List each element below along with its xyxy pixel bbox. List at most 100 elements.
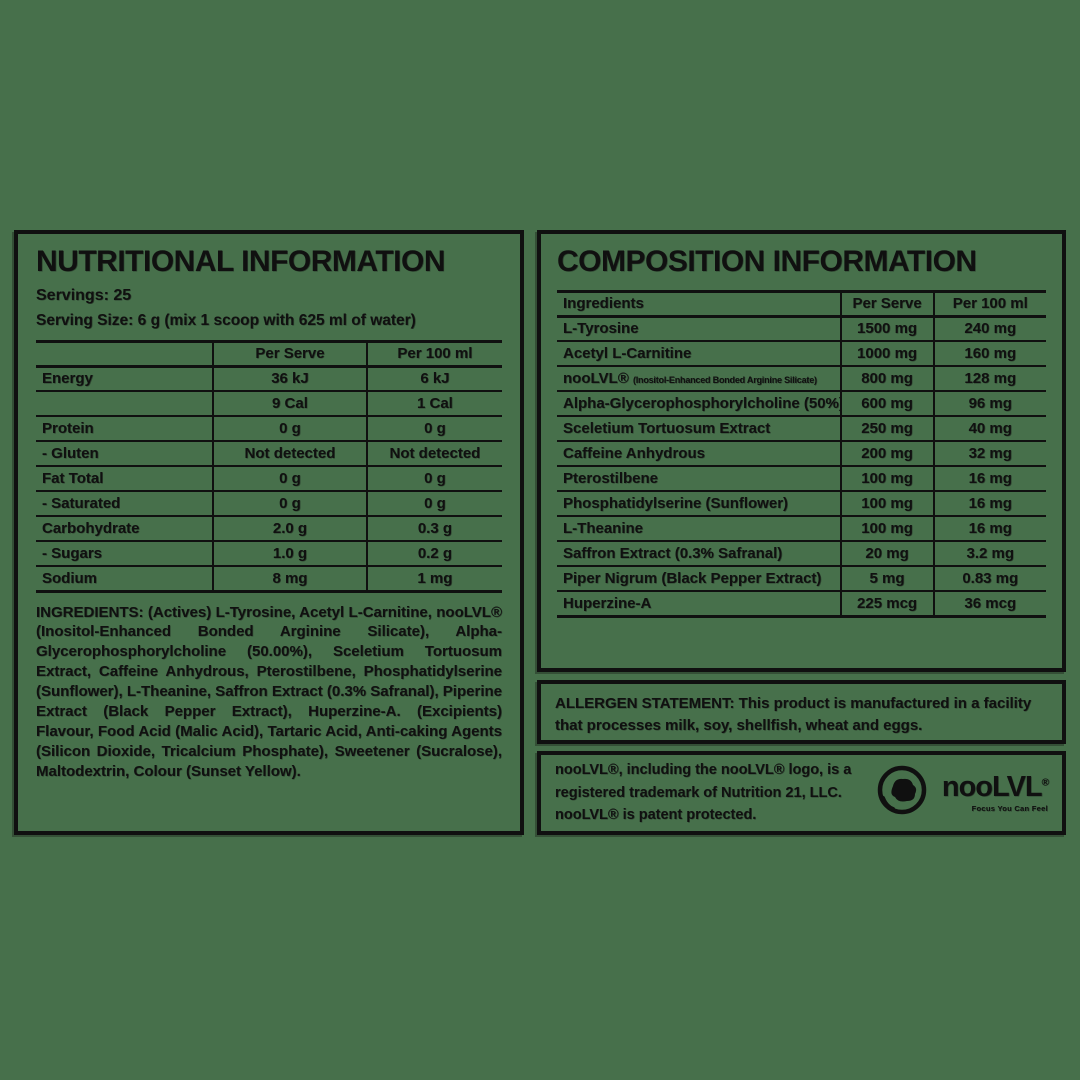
nutrient-per-serve: 2.0 g: [212, 515, 367, 541]
ingredient-per-serve: 200 mg: [839, 440, 934, 466]
nutrient-per-100ml: 0 g: [365, 490, 502, 516]
servings-line: Servings: 25: [36, 286, 132, 304]
noolvl-logo-icon: [873, 762, 935, 825]
ingredient-name-note: (Inositol-Enhanced Bonded Arginine Silic…: [632, 375, 817, 385]
nutrient-label: Energy: [42, 370, 93, 388]
ingredient-per-100ml: 96 mg: [932, 390, 1046, 416]
nutrition-information-panel: NUTRITIONAL INFORMATION Servings: 25 Ser…: [14, 230, 524, 835]
composition-information-panel: COMPOSITION INFORMATION Ingredients Per …: [537, 230, 1066, 672]
nutrient-per-serve: 36 kJ: [212, 366, 367, 391]
table-row: L-Theanine 100 mg 16 mg: [557, 515, 1046, 541]
ingredient-per-100ml: 0.83 mg: [932, 565, 1046, 591]
ingredient-per-serve: 800 mg: [839, 365, 934, 391]
ingredients-text: (Actives) L-Tyrosine, Acetyl L-Carnitine…: [36, 603, 502, 781]
nutrient-per-serve: 0 g: [212, 465, 367, 491]
ingredient-per-serve: 5 mg: [839, 565, 934, 591]
registered-mark: ®: [1041, 777, 1049, 789]
ingredient-per-serve: 100 mg: [839, 490, 934, 516]
table-row: 9 Cal 1 Cal: [36, 390, 502, 416]
ingredient-per-100ml: 160 mg: [932, 340, 1046, 366]
ingredient-per-100ml: 36 mcg: [932, 590, 1046, 616]
ingredient-name: Sceletium Tortuosum Extract: [557, 415, 841, 441]
nutrient-label: - Sugars: [36, 540, 214, 566]
nutrition-table-header-row: Per Serve Per 100 ml: [36, 341, 502, 368]
ingredient-per-100ml: 40 mg: [932, 415, 1046, 441]
ingredient-name: Caffeine Anhydrous: [557, 440, 841, 466]
ingredient-name: Phosphatidylserine (Sunflower): [557, 490, 841, 516]
ingredient-name: L-Tyrosine: [563, 320, 639, 338]
table-row: L-Tyrosine 1500 mg 240 mg: [557, 316, 1046, 341]
table-row: Huperzine-A 225 mcg 36 mcg: [557, 590, 1046, 616]
ingredient-per-serve: 225 mcg: [839, 590, 934, 616]
ingredient-per-100ml: 32 mg: [932, 440, 1046, 466]
nutrient-per-100ml: 1 mg: [365, 565, 502, 591]
ingredient-name: Saffron Extract (0.3% Safranal): [557, 540, 841, 566]
ingredient-per-100ml: 16 mg: [932, 465, 1046, 491]
table-row: - Sugars 1.0 g 0.2 g: [36, 540, 502, 566]
ingredient-name: Acetyl L-Carnitine: [557, 340, 841, 366]
table-row: Pterostilbene 100 mg 16 mg: [557, 465, 1046, 491]
table-row: Piper Nigrum (Black Pepper Extract) 5 mg…: [557, 565, 1046, 591]
ingredient-per-100ml: 16 mg: [932, 490, 1046, 516]
ingredient-name: L-Theanine: [557, 515, 841, 541]
nutrient-per-serve: 9 Cal: [212, 390, 367, 416]
table-row: Acetyl L-Carnitine 1000 mg 160 mg: [557, 340, 1046, 366]
noolvl-tagline: Focus You Can Feel: [971, 804, 1048, 813]
composition-col-per-serve: Per Serve: [839, 291, 934, 318]
ingredient-name: Huperzine-A: [557, 590, 841, 616]
composition-panel-title: COMPOSITION INFORMATION: [557, 245, 977, 278]
noolvl-logo: nooLVL® Focus You Can Feel: [873, 762, 1049, 825]
nutrient-per-serve: 0 g: [212, 415, 367, 441]
table-row: - Gluten Not detected Not detected: [36, 440, 502, 466]
nutrient-label: - Gluten: [36, 440, 214, 466]
ingredients-paragraph: INGREDIENTS: (Actives) L-Tyrosine, Acety…: [36, 603, 502, 782]
ingredient-name-main: nooLVL®: [563, 370, 629, 387]
nutrient-per-serve: Not detected: [212, 440, 367, 466]
ingredient-per-serve: 1500 mg: [839, 316, 934, 341]
nutrient-per-100ml: 0 g: [365, 415, 502, 441]
nutrition-table: Per Serve Per 100 ml Energy 36 kJ 6 kJ 9…: [36, 339, 502, 593]
nutrient-per-100ml: 0.2 g: [365, 540, 502, 566]
nutrient-per-serve: 1.0 g: [212, 540, 367, 566]
nutrient-per-serve: 8 mg: [212, 565, 367, 591]
noolvl-wordmark: nooLVL®: [941, 771, 1049, 803]
table-row: Saffron Extract (0.3% Safranal) 20 mg 3.…: [557, 540, 1046, 566]
ingredient-per-serve: 100 mg: [839, 465, 934, 491]
table-row: Phosphatidylserine (Sunflower) 100 mg 16…: [557, 490, 1046, 516]
table-row: Carbohydrate 2.0 g 0.3 g: [36, 515, 502, 541]
nutrient-label: Protein: [36, 415, 214, 441]
ingredient-per-100ml: 3.2 mg: [932, 540, 1046, 566]
nutrient-per-100ml: 0.3 g: [365, 515, 502, 541]
table-row: - Saturated 0 g 0 g: [36, 490, 502, 516]
nutrient-label: Carbohydrate: [36, 515, 214, 541]
nutrition-col-blank: [36, 341, 214, 368]
noolvl-wordmark-wrap: nooLVL® Focus You Can Feel: [941, 771, 1049, 814]
trademark-text: nooLVL®, including the nooLVL® logo, is …: [555, 762, 852, 824]
nutrient-per-100ml: 6 kJ: [365, 366, 502, 391]
ingredients-heading: INGREDIENTS:: [36, 603, 144, 621]
allergen-statement-box: ALLERGEN STATEMENT: This product is manu…: [537, 680, 1066, 744]
nutrient-per-100ml: Not detected: [365, 440, 502, 466]
ingredient-per-100ml: 128 mg: [932, 365, 1046, 391]
ingredient-name: Pterostilbene: [557, 465, 841, 491]
table-row: Sodium 8 mg 1 mg: [36, 565, 502, 591]
nutrient-per-100ml: 0 g: [365, 465, 502, 491]
table-row: Fat Total 0 g 0 g: [36, 465, 502, 491]
ingredient-per-serve: 600 mg: [839, 390, 934, 416]
nutrition-panel-title: NUTRITIONAL INFORMATION: [36, 245, 446, 278]
trademark-box: nooLVL®, including the nooLVL® logo, is …: [537, 751, 1066, 835]
ingredient-per-serve: 100 mg: [839, 515, 934, 541]
composition-table: Ingredients Per Serve Per 100 ml L-Tyros…: [557, 289, 1046, 618]
ingredient-name: Alpha-Glycerophosphorylcholine (50%): [557, 390, 841, 416]
nutrient-per-100ml: 1 Cal: [365, 390, 502, 416]
nutrient-per-serve: 0 g: [212, 490, 367, 516]
ingredient-per-100ml: 16 mg: [932, 515, 1046, 541]
composition-table-header-row: Ingredients Per Serve Per 100 ml: [557, 291, 1046, 318]
allergen-text: This product is manufactured in a facili…: [555, 695, 1032, 734]
table-row: Sceletium Tortuosum Extract 250 mg 40 mg: [557, 415, 1046, 441]
table-row: Protein 0 g 0 g: [36, 415, 502, 441]
ingredient-name: Piper Nigrum (Black Pepper Extract): [557, 565, 841, 591]
ingredient-name: nooLVL® (Inositol-Enhanced Bonded Argini…: [557, 365, 841, 391]
ingredient-per-serve: 250 mg: [839, 415, 934, 441]
